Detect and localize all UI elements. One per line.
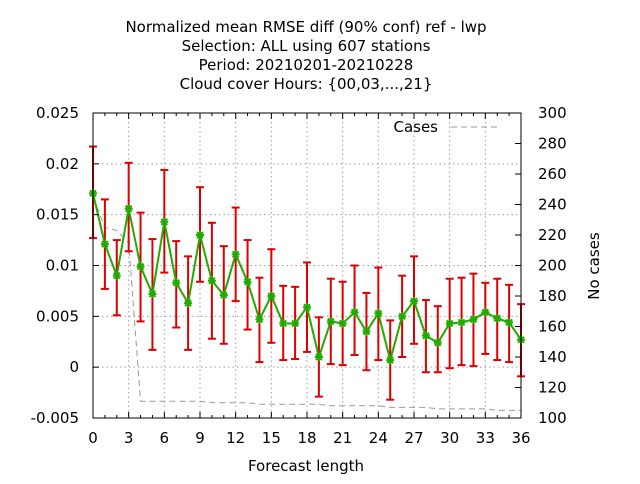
y2-tick-label: 300: [538, 104, 567, 122]
data-point: [457, 318, 466, 327]
y-tick-label: 0.025: [36, 104, 79, 122]
x-tick-label: 21: [333, 429, 352, 447]
y2-tick-label: 260: [538, 165, 567, 183]
x-tick-label: 6: [160, 429, 170, 447]
data-point: [481, 308, 490, 317]
data-point: [445, 319, 454, 328]
y2-axis-label: No cases: [585, 232, 603, 300]
y2-tick-label: 220: [538, 226, 567, 244]
y-tick-label: 0.02: [46, 155, 79, 173]
y2-tick-label: 140: [538, 348, 567, 366]
y2-tick-label: 180: [538, 287, 567, 305]
data-point: [112, 271, 121, 280]
x-tick-label: 33: [476, 429, 495, 447]
legend-label-cases: Cases: [393, 118, 438, 136]
x-tick-label: 27: [404, 429, 423, 447]
x-tick-label: 24: [369, 429, 388, 447]
x-tick-label: 18: [297, 429, 316, 447]
data-point: [386, 356, 395, 365]
data-point: [243, 277, 252, 286]
y-tick-label: 0: [69, 358, 79, 376]
data-point: [207, 276, 216, 285]
data-point: [505, 318, 514, 327]
y2-tick-label: 280: [538, 135, 567, 153]
data-point: [100, 240, 109, 249]
y-tick-label: 0.005: [36, 307, 79, 325]
data-point: [148, 289, 157, 298]
x-tick-label: 30: [440, 429, 459, 447]
title-line: Period: 20210201-20210228: [199, 56, 414, 74]
title-line: Selection: ALL using 607 stations: [182, 37, 431, 55]
x-tick-label: 9: [195, 429, 205, 447]
data-point: [136, 262, 145, 271]
data-point: [421, 331, 430, 340]
data-point: [469, 315, 478, 324]
title-line: Cloud cover Hours: {00,03,...,21}: [180, 75, 433, 93]
data-point: [326, 317, 335, 326]
x-tick-label: 12: [226, 429, 245, 447]
data-point: [374, 309, 383, 318]
x-tick-label: 15: [262, 429, 281, 447]
data-point: [398, 312, 407, 321]
data-point: [231, 250, 240, 259]
y2-tick-label: 100: [538, 409, 567, 427]
data-point: [350, 308, 359, 317]
y-tick-label: 0.015: [36, 206, 79, 224]
legend: Cases: [393, 118, 500, 136]
data-point: [172, 278, 181, 287]
x-tick-label: 3: [124, 429, 134, 447]
y-tick-label: -0.005: [31, 409, 79, 427]
data-point: [338, 319, 347, 328]
data-point: [362, 327, 371, 336]
y2-tick-label: 120: [538, 379, 567, 397]
chart-title: Normalized mean RMSE diff (90% conf) ref…: [125, 18, 486, 93]
y-tick-label: 0.01: [46, 257, 79, 275]
y2-tick-label: 200: [538, 257, 567, 275]
data-point: [433, 338, 442, 347]
y2-tick-label: 160: [538, 318, 567, 336]
data-point: [314, 353, 323, 361]
data-point: [291, 319, 300, 328]
title-line: Normalized mean RMSE diff (90% conf) ref…: [125, 18, 486, 36]
cases-series: [92, 196, 521, 411]
data-point: [219, 290, 228, 299]
data-point: [303, 303, 311, 312]
data-point: [196, 231, 204, 239]
y2-tick-label: 240: [538, 196, 567, 214]
data-point: [255, 315, 264, 324]
data-point: [124, 204, 133, 213]
data-point: [267, 292, 276, 300]
data-point: [184, 299, 193, 308]
x-axis-label: Forecast length: [248, 457, 364, 475]
cases-line: [92, 196, 521, 411]
data-point: [410, 297, 418, 306]
axis-ticks: 0 3 6 9 12 15 18 21 24 27 30 33 36-0.00500.0050.010.…: [31, 104, 603, 447]
x-tick-label: 0: [88, 429, 98, 447]
x-tick-label: 36: [511, 429, 530, 447]
data-point: [279, 319, 288, 328]
data-point: [160, 217, 169, 226]
data-point: [493, 314, 502, 323]
